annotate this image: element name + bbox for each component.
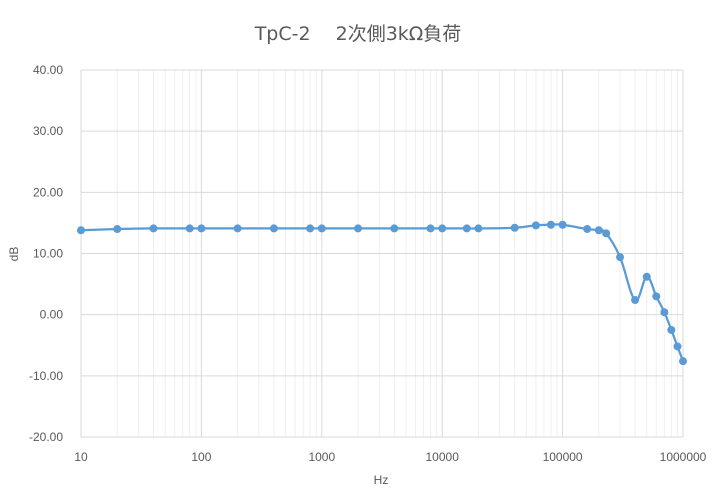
data-point bbox=[233, 224, 242, 233]
data-point bbox=[546, 220, 555, 229]
data-point bbox=[673, 342, 682, 351]
data-point bbox=[317, 224, 326, 233]
x-axis-label: Hz bbox=[374, 473, 389, 487]
data-point bbox=[558, 220, 567, 229]
y-tick-label: 30.00 bbox=[33, 124, 63, 138]
x-tick-label: 10000 bbox=[426, 450, 460, 464]
data-point bbox=[197, 224, 206, 233]
data-point bbox=[667, 325, 676, 334]
data-point bbox=[652, 292, 661, 301]
y-tick-label: 20.00 bbox=[33, 185, 63, 199]
series-line bbox=[79, 223, 685, 363]
data-point bbox=[583, 225, 592, 234]
data-point bbox=[642, 272, 651, 281]
data-point bbox=[531, 221, 540, 230]
data-point bbox=[438, 224, 447, 233]
data-point bbox=[510, 223, 519, 232]
data-point bbox=[660, 308, 669, 317]
data-point bbox=[616, 253, 625, 262]
y-tick-label: -10.00 bbox=[29, 369, 63, 383]
major-gridlines bbox=[80, 69, 684, 438]
data-point bbox=[474, 224, 483, 233]
data-point bbox=[113, 225, 122, 234]
data-point bbox=[602, 229, 611, 238]
y-tick-label: 0.00 bbox=[40, 308, 64, 322]
x-axis-ticks: 10 100 1000 10000 100000 1000000 bbox=[74, 450, 706, 464]
data-point bbox=[679, 357, 687, 366]
data-point bbox=[269, 224, 278, 233]
data-point bbox=[594, 226, 603, 235]
x-tick-label: 100 bbox=[191, 450, 211, 464]
x-tick-label: 1000 bbox=[308, 450, 335, 464]
data-point bbox=[426, 224, 435, 233]
y-axis-ticks: -20.00 -10.00 0.00 10.00 20.00 30.00 40.00 bbox=[29, 63, 63, 444]
data-point bbox=[149, 224, 158, 233]
data-point bbox=[631, 295, 640, 304]
y-tick-label: 40.00 bbox=[33, 63, 63, 77]
y-tick-label: -20.00 bbox=[29, 430, 63, 444]
data-point bbox=[185, 224, 194, 233]
x-tick-label: 10 bbox=[74, 450, 88, 464]
y-axis-label: dB bbox=[7, 247, 21, 262]
data-points bbox=[77, 220, 687, 366]
data-point bbox=[462, 224, 471, 233]
x-tick-label: 100000 bbox=[543, 450, 583, 464]
data-point bbox=[306, 224, 315, 233]
data-point bbox=[77, 226, 85, 235]
chart-title: TpC-2 2次側3kΩ負荷 bbox=[254, 23, 462, 45]
data-point bbox=[390, 224, 399, 233]
x-tick-label: 1000000 bbox=[660, 450, 707, 464]
y-tick-label: 10.00 bbox=[33, 247, 63, 261]
data-point bbox=[354, 224, 363, 233]
